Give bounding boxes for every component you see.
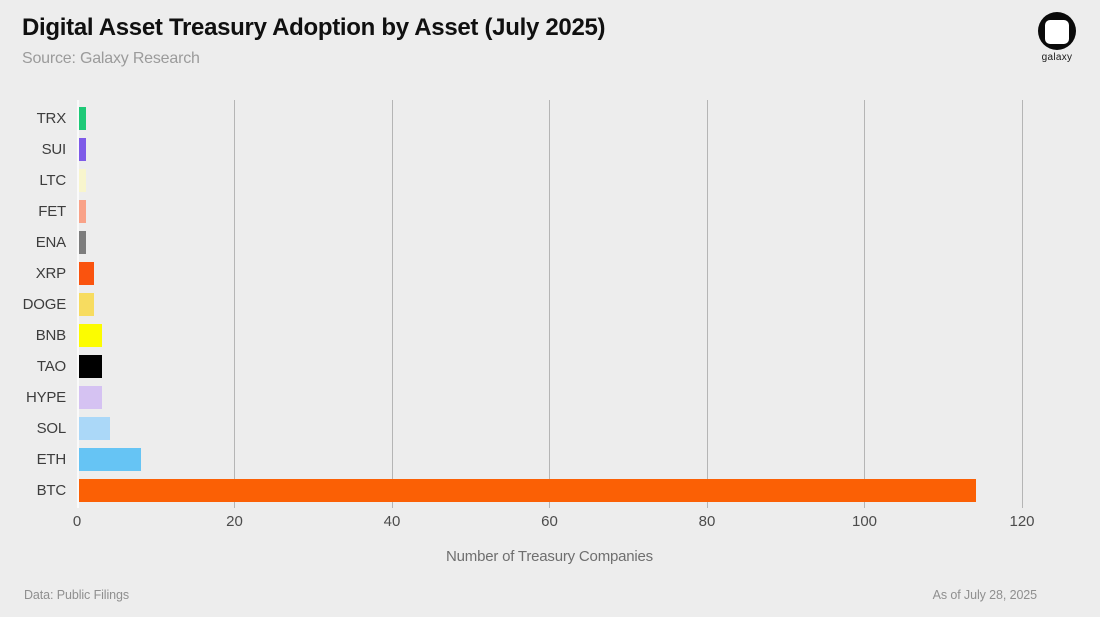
- bar-btc: [79, 479, 976, 502]
- plot-area: [77, 100, 1035, 508]
- bar-sol: [79, 417, 110, 440]
- x-tick-40: 40: [383, 513, 401, 530]
- bar-tao: [79, 355, 102, 378]
- bar-eth: [79, 448, 141, 471]
- category-label-trx: TRX: [36, 110, 67, 127]
- x-tick-120: 120: [1009, 513, 1035, 530]
- category-label-btc: BTC: [36, 482, 67, 499]
- bar-ena: [79, 231, 86, 254]
- gridline-20: [234, 100, 235, 508]
- chart-source: Source: Galaxy Research: [22, 50, 200, 67]
- x-tick-80: 80: [698, 513, 716, 530]
- galaxy-logo-wordmark: galaxy: [1041, 52, 1073, 63]
- category-label-ena: ENA: [35, 234, 66, 251]
- gridline-120: [1021, 100, 1023, 508]
- bar-bnb: [79, 324, 102, 347]
- bar-doge: [79, 293, 94, 316]
- category-label-sui: SUI: [41, 141, 67, 158]
- bar-hype: [79, 386, 102, 409]
- bar-ltc: [79, 169, 86, 192]
- category-label-ltc: LTC: [39, 172, 66, 189]
- footer-data-note: Data: Public Filings: [24, 588, 129, 602]
- category-label-sol: SOL: [36, 420, 67, 437]
- gridline-40: [391, 100, 393, 508]
- category-label-bnb: BNB: [35, 327, 66, 344]
- chart-title: Digital Asset Treasury Adoption by Asset…: [22, 14, 606, 41]
- category-label-hype: HYPE: [25, 389, 66, 406]
- category-label-eth: ETH: [36, 451, 67, 468]
- bar-sui: [79, 138, 86, 161]
- bar-trx: [79, 107, 86, 130]
- footer-date-note: As of July 28, 2025: [932, 588, 1038, 602]
- galaxy-logo: galaxy: [1029, 12, 1085, 63]
- x-tick-100: 100: [851, 513, 878, 530]
- gridline-100: [864, 100, 865, 508]
- category-label-xrp: XRP: [35, 265, 66, 282]
- gridline-60: [549, 100, 550, 508]
- gridline-80: [706, 100, 708, 508]
- bar-xrp: [79, 262, 94, 285]
- galaxy-logo-squircle: [1045, 20, 1069, 44]
- x-tick-20: 20: [226, 513, 243, 530]
- category-label-fet: FET: [38, 203, 66, 220]
- category-label-doge: DOGE: [22, 296, 67, 313]
- galaxy-logo-icon: [1038, 12, 1076, 50]
- x-tick-60: 60: [541, 513, 558, 530]
- zero-axis-line: [77, 100, 79, 508]
- x-tick-0: 0: [72, 513, 82, 530]
- bar-fet: [79, 200, 86, 223]
- x-axis-title: Number of Treasury Companies: [446, 548, 653, 565]
- category-label-tao: TAO: [36, 358, 66, 375]
